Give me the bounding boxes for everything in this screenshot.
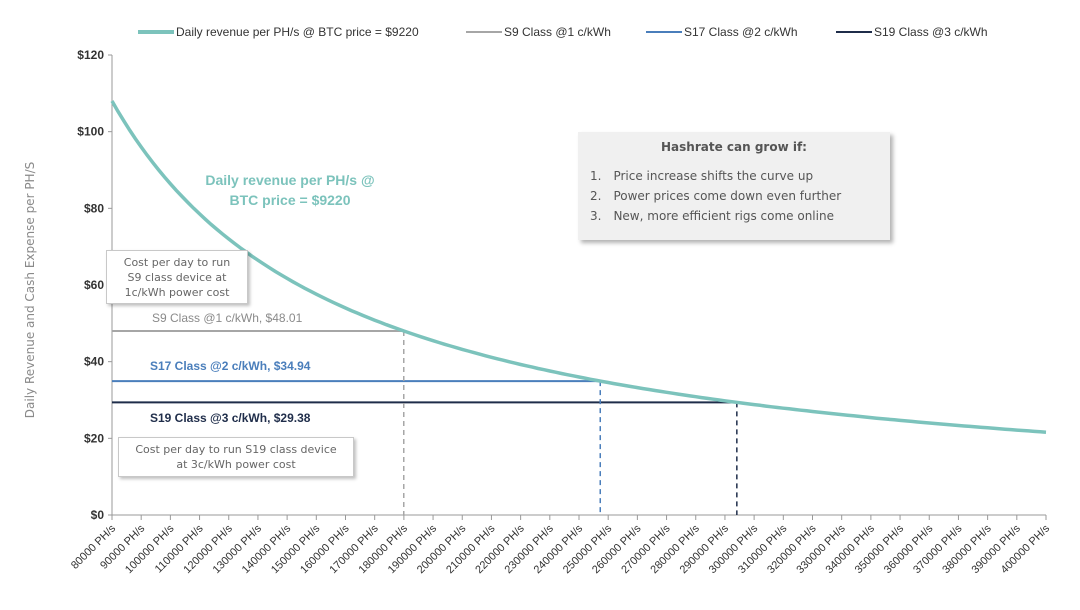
y-tick-label: $20 [84,431,104,445]
hashrate-box-title: Hashrate can grow if: [661,140,807,154]
legend-label: Daily revenue per PH/s @ BTC price = $92… [176,25,419,39]
legend: Daily revenue per PH/s @ BTC price = $92… [138,25,988,39]
curve-label: Daily revenue per PH/s @ BTC price = $92… [190,170,390,210]
hashrate-item: 3. New, more efficient rigs come online [590,209,834,223]
s19-note-line1: Cost per day to run S19 class device [135,443,337,456]
s9-note: Cost per day to run S9 class device at 1… [106,250,248,304]
s9-line-label: S9 Class @1 c/kWh, $48.01 [152,311,303,325]
curve-label-line2: BTC price = $9220 [229,192,351,208]
s19-note-line2: at 3c/kWh power cost [176,458,296,471]
legend-label: S17 Class @2 c/kWh [684,25,798,39]
s19-note: Cost per day to run S19 class device at … [118,437,354,477]
s9-note-line1: Cost per day to run [123,256,231,269]
y-axis-label: Daily Revenue and Cash Expense per PH/S [23,162,37,418]
y-tick-label: $0 [91,508,105,522]
y-tick-label: $60 [84,278,104,292]
s9-note-line3: 1c/kWh power cost [124,286,230,299]
cost-lines [112,329,737,404]
legend-label: S9 Class @1 c/kWh [504,25,611,39]
hashrate-item: 2. Power prices come down even further [590,189,842,203]
hashrate-box: Hashrate can grow if: 1. Price increase … [578,132,890,240]
y-tick-label: $100 [77,125,104,139]
y-tick-label: $120 [77,48,104,62]
intersection-lines [403,330,738,515]
s19-line-label: S19 Class @3 c/kWh, $29.38 [150,411,311,425]
curve-label-line1: Daily revenue per PH/s @ [205,172,375,188]
hashrate-list: 1. Price increase shifts the curve up 2.… [590,166,878,226]
legend-label: S19 Class @3 c/kWh [874,25,988,39]
revenue-curve [110,100,1047,434]
y-tick-label: $80 [84,201,104,215]
s17-line-label: S17 Class @2 c/kWh, $34.94 [150,359,311,373]
y-tick-label: $40 [84,355,104,369]
hashrate-item: 1. Price increase shifts the curve up [590,169,814,183]
s9-note-line2: S9 class device at [127,271,227,284]
